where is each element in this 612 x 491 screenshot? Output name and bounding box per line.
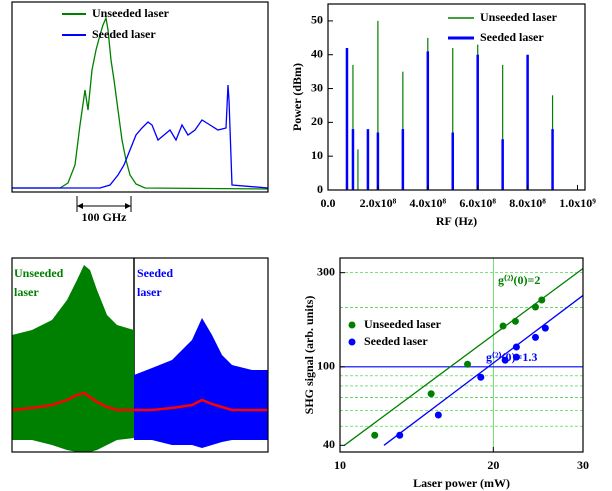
legend-label: Seeded laser: [92, 27, 156, 41]
point: [531, 303, 539, 311]
legend-label: Unseeded laser: [92, 6, 170, 20]
fit-line: [383, 294, 584, 446]
point: [371, 431, 379, 439]
y-tick-label: 10: [311, 148, 323, 162]
y-tick-label: 0: [317, 182, 323, 196]
legend-label: Unseeded laser: [364, 317, 442, 331]
x-tick-label: 4.0x10⁸: [410, 196, 447, 210]
y-tick-label: 40: [323, 437, 335, 451]
point: [396, 431, 404, 439]
y-tick-label: 300: [317, 264, 335, 278]
mean-line: [134, 398, 268, 412]
series-label: Unseeded laser: [14, 266, 64, 299]
spectrum-line: [12, 84, 269, 189]
x-axis-label: Laser power (mW): [413, 476, 510, 490]
plot-border: [339, 257, 584, 453]
point: [512, 353, 520, 361]
plot-border: [327, 3, 586, 191]
x-tick-label: 30: [577, 458, 589, 472]
point: [538, 296, 546, 304]
legend-label: Unseeded laser: [480, 10, 558, 24]
point: [541, 324, 549, 332]
annotation: g⁽²⁾(0)=2: [498, 273, 540, 287]
mean-line: [11, 391, 134, 412]
cloud-lower: [134, 440, 268, 452]
x-tick-label: 10: [334, 458, 346, 472]
point: [511, 317, 519, 325]
y-tick-label: 20: [311, 114, 323, 128]
annotation: 100 GHz: [82, 210, 128, 224]
y-axis-label: Power (dBm): [290, 63, 304, 131]
y-tick-label: 50: [311, 13, 323, 27]
x-tick-label: 6.0x10⁸: [459, 196, 496, 210]
spectrum-line: [12, 15, 269, 190]
plot-frame: [327, 3, 586, 191]
legend-marker: [348, 338, 356, 346]
point: [501, 356, 509, 364]
fit-line: [343, 267, 584, 446]
cloud-upper: [134, 318, 268, 452]
annotation: g⁽²⁾(0)=1.3: [486, 350, 537, 364]
point: [434, 411, 442, 419]
y-tick-label: 100: [317, 359, 335, 373]
x-tick-label: 20: [487, 458, 499, 472]
x-tick-label: 2.0x10⁸: [360, 196, 397, 210]
point: [512, 343, 520, 351]
plot-frame: [339, 257, 584, 453]
x-tick-label: 1.0x10⁹: [559, 196, 596, 210]
plot-border: [11, 257, 269, 453]
legend-marker: [348, 321, 356, 329]
point: [427, 390, 435, 398]
arrow-heads: [77, 203, 131, 209]
cloud-lower: [12, 438, 134, 452]
x-axis-label: RF (Hz): [436, 214, 477, 228]
y-tick-label: 40: [311, 46, 323, 60]
point: [531, 333, 539, 341]
legend-label: Seeded laser: [480, 30, 544, 44]
y-tick-label: 30: [311, 80, 323, 94]
point: [464, 360, 472, 368]
point: [477, 373, 485, 381]
x-tick-label: 8.0x10⁸: [509, 196, 546, 210]
point: [499, 322, 507, 330]
legend-label: Seeded laser: [364, 334, 428, 348]
x-tick-label: 0.0: [321, 196, 336, 210]
plot-border: [11, 1, 269, 193]
y-axis-label: SHG signal (arb. units): [302, 296, 316, 415]
series-label: Seeded laser: [137, 266, 173, 299]
